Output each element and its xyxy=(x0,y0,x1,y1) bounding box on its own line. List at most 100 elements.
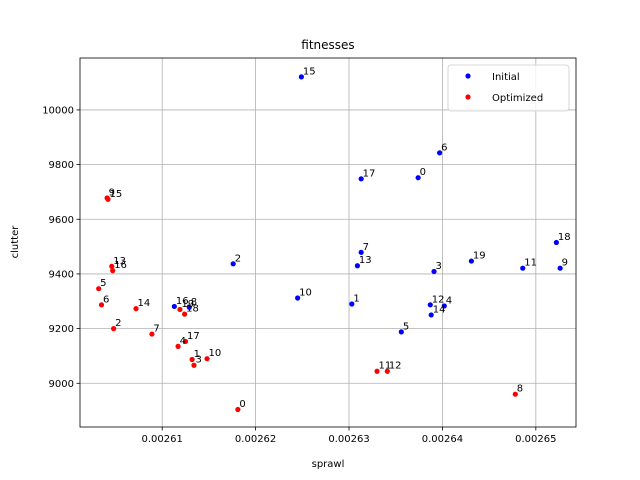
point-optimized-10 xyxy=(204,356,210,362)
point-label-optimized-9: 9 xyxy=(109,187,115,198)
point-initial-16 xyxy=(171,303,177,310)
x-tick-label: 0.00262 xyxy=(235,434,276,445)
point-label-optimized-3: 3 xyxy=(195,355,201,366)
point-optimized-6 xyxy=(98,302,105,308)
point-labels: 0123456789101112131415161718190123456789… xyxy=(100,66,570,410)
point-label-initial-5: 5 xyxy=(403,321,409,332)
legend: Initial Optimized xyxy=(447,64,570,112)
chart-title: fitnesses xyxy=(301,38,354,52)
point-optimized-11 xyxy=(374,368,380,374)
point-initial-12 xyxy=(427,302,433,308)
point-label-initial-6: 6 xyxy=(441,142,447,153)
point-optimized-8 xyxy=(512,391,518,397)
y-tick-label: 9400 xyxy=(49,269,74,280)
point-label-initial-4: 4 xyxy=(446,295,452,306)
point-label-initial-18: 18 xyxy=(558,232,571,243)
point-label-initial-10: 10 xyxy=(299,287,312,298)
point-label-initial-11: 11 xyxy=(524,258,537,269)
plot-frame xyxy=(79,57,577,428)
point-label-initial-0: 0 xyxy=(420,167,426,178)
point-optimized-7 xyxy=(149,331,155,337)
point-label-optimized-19: 19 xyxy=(181,299,194,310)
point-initial-0 xyxy=(415,175,421,181)
y-tick-label: 9200 xyxy=(49,324,74,335)
point-label-optimized-11: 11 xyxy=(379,361,392,372)
legend-label-initial: Initial xyxy=(492,72,520,83)
point-label-initial-19: 19 xyxy=(473,251,486,262)
x-tick-label: 0.00265 xyxy=(515,434,556,445)
y-axis-ticks: 9000 9200 9400 9600 9800 10000 xyxy=(42,105,80,390)
point-initial-6 xyxy=(437,150,443,156)
x-axis-ticks: 0.00261 0.00262 0.00263 0.00264 0.00265 xyxy=(142,427,557,445)
point-initial-4 xyxy=(441,303,447,309)
point-label-optimized-8: 8 xyxy=(517,384,523,395)
point-label-optimized-2: 2 xyxy=(115,318,121,329)
point-optimized-3 xyxy=(191,362,197,368)
point-label-optimized-16: 16 xyxy=(114,260,127,271)
y-tick-label: 9600 xyxy=(49,215,74,226)
point-label-initial-14: 14 xyxy=(433,304,446,315)
point-label-initial-16: 16 xyxy=(176,296,189,307)
x-tick-label: 0.00263 xyxy=(328,434,369,445)
point-label-initial-13: 13 xyxy=(359,255,372,266)
y-tick-label: 10000 xyxy=(42,105,74,116)
point-initial-18 xyxy=(553,239,559,246)
point-initial-3 xyxy=(431,268,437,275)
point-initial-17 xyxy=(358,176,364,182)
point-optimized-13 xyxy=(109,263,115,269)
point-label-optimized-6: 6 xyxy=(103,294,109,305)
point-initial-8 xyxy=(186,304,192,310)
point-label-initial-15: 15 xyxy=(303,66,316,77)
point-optimized-17 xyxy=(182,338,189,345)
point-initial-7 xyxy=(358,249,364,255)
point-label-optimized-5: 5 xyxy=(100,278,106,289)
point-optimized-15 xyxy=(105,196,111,202)
point-label-initial-1: 1 xyxy=(353,294,359,305)
point-label-optimized-13: 13 xyxy=(113,256,126,267)
point-label-optimized-14: 14 xyxy=(138,298,151,309)
point-initial-9 xyxy=(557,265,563,271)
point-label-optimized-10: 10 xyxy=(209,348,222,359)
point-initial-1 xyxy=(349,301,355,307)
point-initial-5 xyxy=(398,329,404,335)
y-axis-label: clutter xyxy=(10,225,21,259)
point-label-optimized-17: 17 xyxy=(187,331,200,342)
point-label-optimized-15: 15 xyxy=(110,189,123,200)
point-optimized-1 xyxy=(189,356,195,363)
point-optimized-5 xyxy=(96,286,102,292)
point-label-optimized-7: 7 xyxy=(153,324,159,335)
point-label-initial-3: 3 xyxy=(436,261,442,272)
point-label-initial-2: 2 xyxy=(235,253,241,264)
point-optimized-0 xyxy=(235,406,241,413)
point-initial-2 xyxy=(230,261,236,267)
legend-marker-optimized xyxy=(465,94,471,100)
x-axis-label: sprawl xyxy=(312,459,345,470)
point-optimized-16 xyxy=(110,268,116,274)
point-initial-14 xyxy=(428,312,434,318)
point-label-optimized-1: 1 xyxy=(194,349,200,360)
point-optimized-4 xyxy=(175,343,181,349)
point-label-optimized-12: 12 xyxy=(389,361,402,372)
point-initial-13 xyxy=(354,263,361,269)
point-label-initial-17: 17 xyxy=(363,168,376,179)
point-label-initial-9: 9 xyxy=(562,258,568,269)
point-label-initial-8: 8 xyxy=(191,297,197,308)
data-points xyxy=(96,74,563,413)
point-label-optimized-0: 0 xyxy=(239,399,245,410)
legend-label-optimized: Optimized xyxy=(492,93,543,104)
point-label-initial-7: 7 xyxy=(363,242,369,253)
point-label-optimized-18: 18 xyxy=(186,304,199,315)
point-label-optimized-4: 4 xyxy=(180,336,186,347)
point-initial-19 xyxy=(468,258,474,264)
y-tick-label: 9800 xyxy=(49,160,74,171)
y-tick-label: 9000 xyxy=(49,379,74,390)
x-tick-label: 0.00264 xyxy=(422,434,463,445)
x-tick-label: 0.00261 xyxy=(142,434,183,445)
point-initial-11 xyxy=(520,265,526,271)
point-label-initial-12: 12 xyxy=(432,294,445,305)
point-optimized-18 xyxy=(182,311,188,317)
point-initial-10 xyxy=(295,295,301,301)
point-optimized-19 xyxy=(177,306,183,313)
point-optimized-12 xyxy=(384,368,390,374)
